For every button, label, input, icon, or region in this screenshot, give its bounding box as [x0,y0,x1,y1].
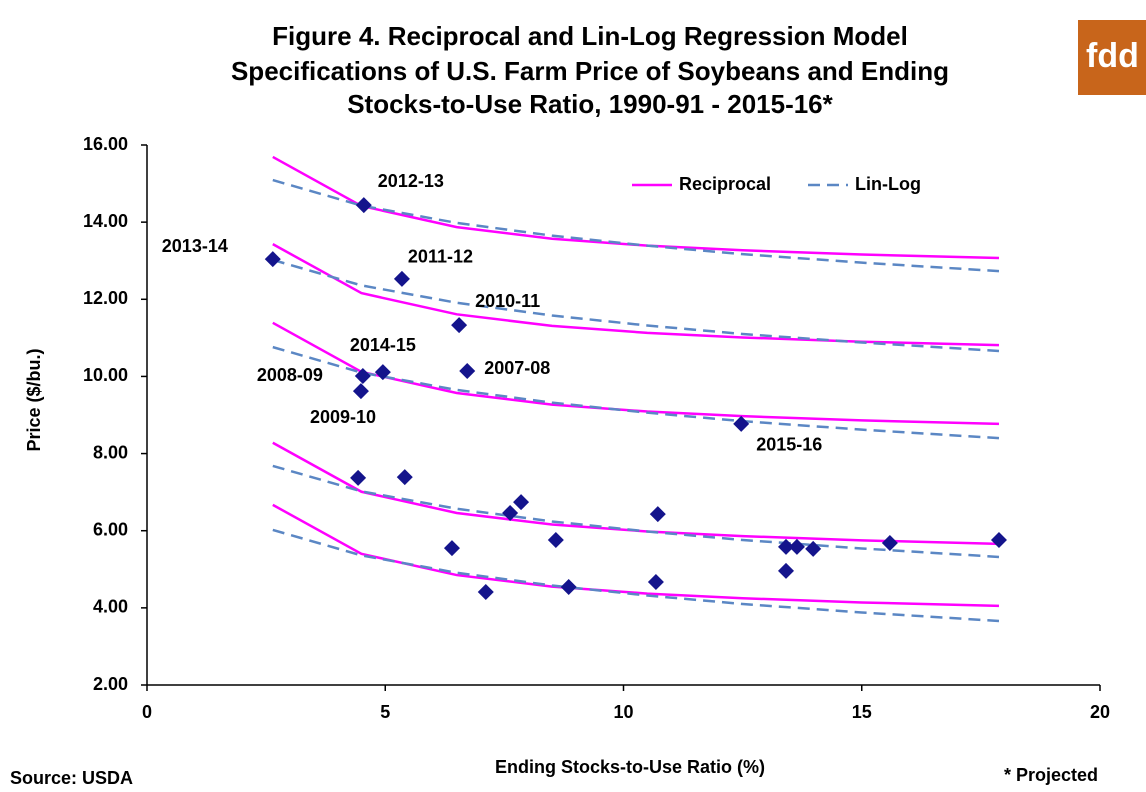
point [777,538,794,555]
chart-title: Figure 4. Reciprocal and Lin-Log Regress… [272,21,908,51]
point [990,531,1007,548]
curve [272,503,1000,608]
point [459,363,476,380]
point-label: 2013-14 [162,236,228,256]
x-axis-label: Ending Stocks-to-Use Ratio (%) [495,757,765,777]
point [547,531,564,548]
point [733,415,750,432]
x-tick-label: 15 [852,702,872,722]
point [881,535,898,552]
y-axis-label: Price ($/bu.) [24,348,44,451]
point-label: 2011-12 [408,247,473,267]
curve [272,441,1000,546]
x-tick-label: 5 [380,702,390,722]
legend-label: Reciprocal [679,174,771,194]
curve [272,464,1000,559]
point-label: 2008-09 [257,365,323,385]
point [264,251,281,268]
point-label: 2010-11 [475,291,540,311]
point-label: 2012-13 [378,171,444,191]
curve [272,178,1000,273]
point [352,383,369,400]
curve [272,258,1000,353]
y-tick-label: 14.00 [83,211,128,231]
point [355,197,372,214]
point [396,469,413,486]
curve [272,155,1000,260]
chart-title: Specifications of U.S. Farm Price of Soy… [231,56,949,86]
x-tick-label: 0 [142,702,152,722]
logo-box [1078,20,1146,95]
y-tick-label: 8.00 [93,442,128,462]
point [649,506,666,523]
point-label: 2015-16 [756,435,822,455]
point [354,368,371,385]
x-tick-label: 20 [1090,702,1110,722]
point [513,494,530,511]
y-tick-label: 12.00 [83,288,128,308]
point [788,538,805,555]
y-tick-label: 10.00 [83,365,128,385]
curve [272,345,1000,440]
point [647,574,664,591]
logo: fdd [1086,37,1139,75]
x-tick-label: 10 [613,702,633,722]
point-label: 2014-15 [350,335,416,355]
point [374,364,391,381]
y-tick-label: 4.00 [93,597,128,617]
chart-title: Stocks-to-Use Ratio, 1990-91 - 2015-16* [347,89,833,119]
y-tick-label: 6.00 [93,519,128,539]
point [477,584,494,601]
y-tick-label: 16.00 [83,134,128,154]
curve [272,243,1000,347]
point [350,469,367,486]
point [451,317,468,334]
point [560,579,577,596]
curve [272,528,1000,623]
point [805,540,822,557]
point [393,270,410,287]
y-tick-label: 2.00 [93,674,128,694]
note: * Projected [1004,765,1098,785]
point-label: 2009-10 [310,407,376,427]
point-label: 2007-08 [484,358,550,378]
legend-label: Lin-Log [855,174,921,194]
source: Source: USDA [10,768,133,788]
point [443,540,460,557]
point [502,504,519,521]
point [777,562,794,579]
